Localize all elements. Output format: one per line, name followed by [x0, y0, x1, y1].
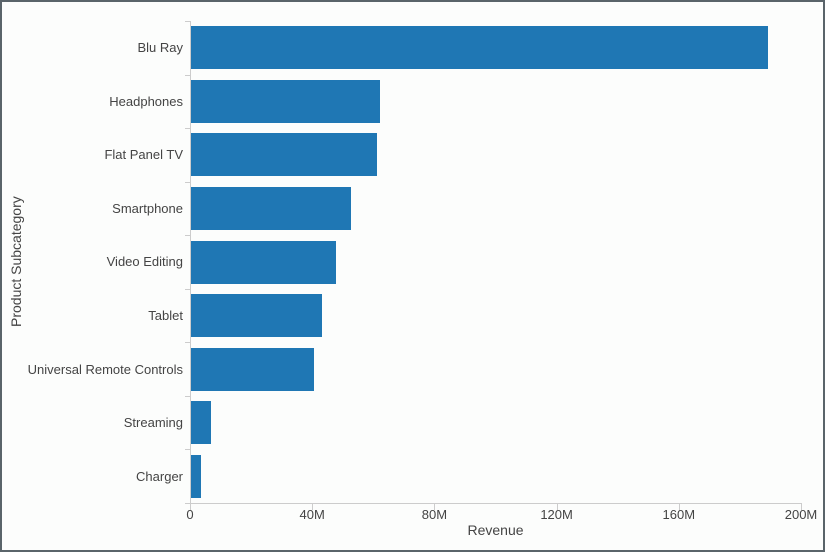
- category-label-universal-remote-controls: Universal Remote Controls: [27, 361, 183, 377]
- y-tick-mark: [185, 288, 190, 290]
- category-label-smartphone: Smartphone: [112, 200, 183, 216]
- x-tick-label-0: 0: [186, 507, 194, 522]
- y-tick-mark: [185, 449, 190, 451]
- y-tick-mark: [185, 342, 190, 344]
- x-tick-mark-200m: [801, 504, 802, 510]
- y-tick-mark: [185, 74, 190, 76]
- category-label-headphones: Headphones: [109, 93, 183, 109]
- bar-tablet: [191, 294, 323, 338]
- category-label-charger: Charger: [136, 468, 183, 484]
- bar-smartphone: [191, 186, 351, 230]
- x-tick-mark-160m: [678, 504, 680, 510]
- x-tick-label-200m: 200M: [784, 507, 818, 522]
- bar-flat-panel-tv: [191, 133, 377, 177]
- y-tick-mark: [185, 21, 190, 22]
- bar-blu-ray: [191, 26, 768, 70]
- bar-universal-remote-controls: [191, 347, 314, 391]
- x-tick-label-120m: 120M: [540, 507, 573, 522]
- y-tick-mark: [185, 181, 190, 183]
- x-tick-label-160m: 160M: [662, 507, 696, 522]
- bar-streaming: [191, 401, 211, 445]
- x-tick-mark-80m: [434, 504, 436, 510]
- y-tick-mark: [185, 128, 190, 130]
- bar-charger: [191, 454, 202, 498]
- x-tick-label-80m: 80M: [421, 507, 448, 522]
- category-label-blu-ray: Blu Ray: [137, 40, 183, 56]
- bar-headphones: [191, 79, 381, 123]
- category-label-flat-panel-tv: Flat Panel TV: [104, 147, 183, 163]
- category-label-video-editing: Video Editing: [106, 254, 183, 270]
- x-tick-mark-0: [190, 504, 191, 510]
- category-label-tablet: Tablet: [148, 308, 183, 324]
- bar-video-editing: [191, 240, 336, 284]
- x-tick-label-40m: 40M: [299, 507, 325, 522]
- category-label-streaming: Streaming: [123, 415, 183, 431]
- y-tick-mark: [185, 503, 190, 504]
- x-tick-mark-120m: [556, 504, 558, 510]
- y-tick-mark: [185, 395, 190, 397]
- y-tick-mark: [185, 235, 190, 237]
- x-axis-title: Revenue: [467, 522, 524, 538]
- x-tick-mark-40m: [312, 504, 314, 510]
- plot-area: [190, 21, 802, 504]
